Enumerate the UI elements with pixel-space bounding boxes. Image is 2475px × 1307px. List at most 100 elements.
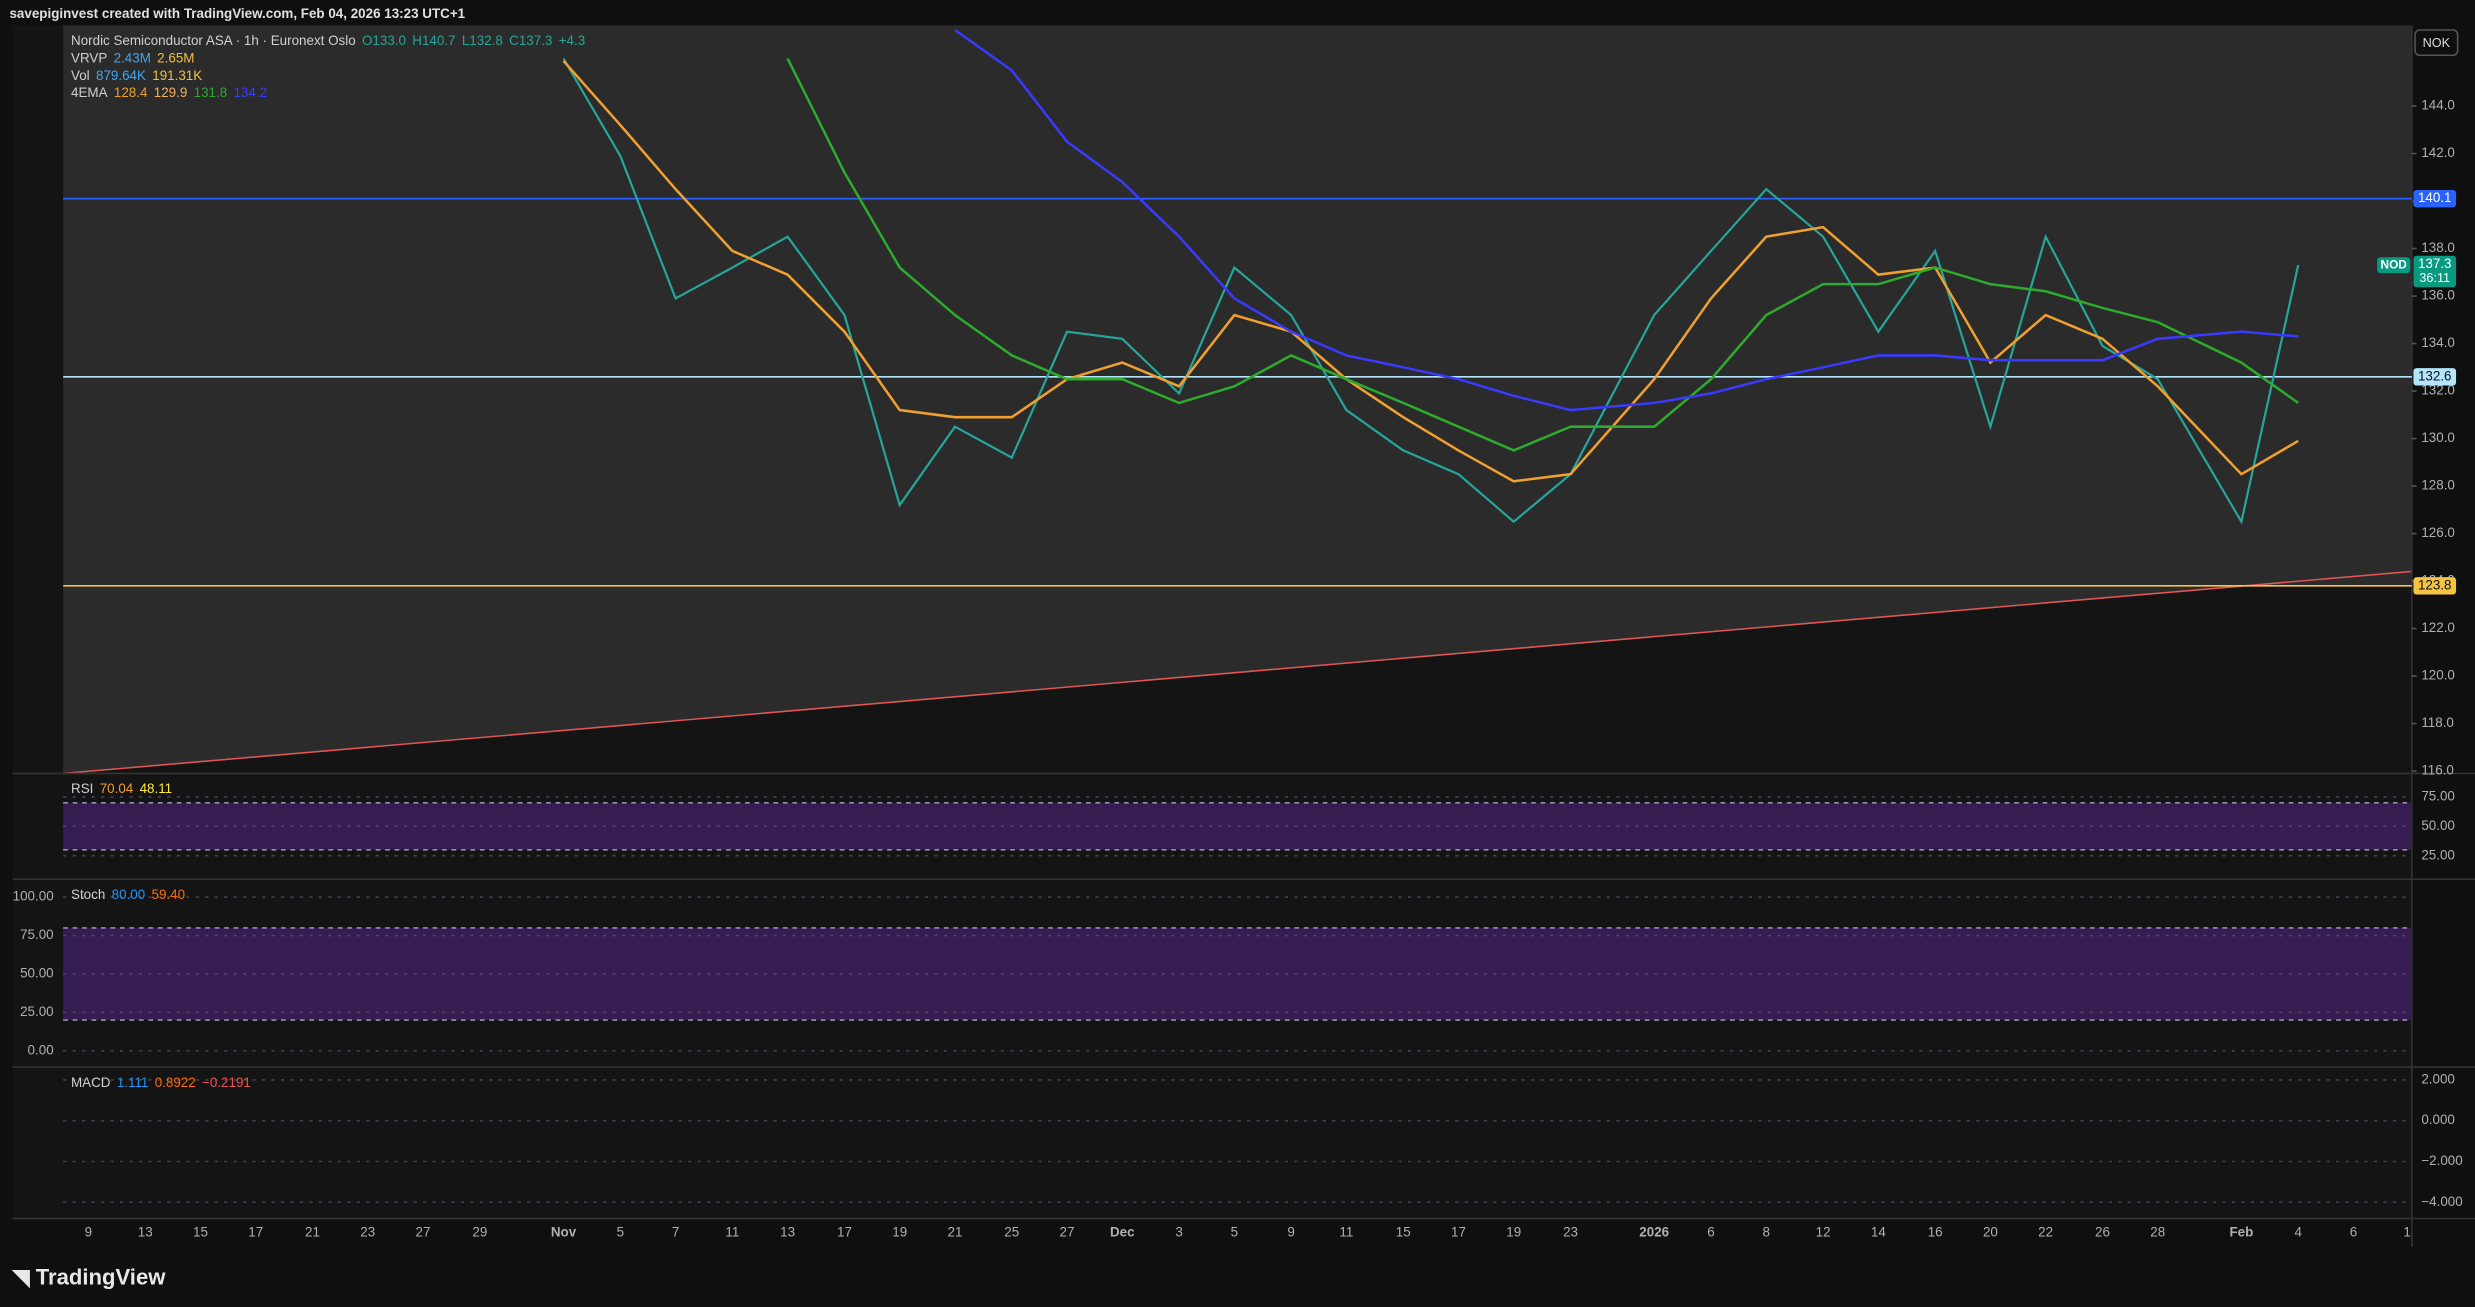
x-tick-label: 29 [472, 1224, 487, 1239]
x-tick-label: 11 [1339, 1224, 1353, 1239]
x-tick-label: 6 [1707, 1224, 1714, 1239]
y-tick-label: 130.0 [2421, 430, 2455, 445]
price-line [954, 29, 2299, 412]
countdown: 36:11 [2419, 271, 2450, 285]
x-tick-label: 21 [305, 1224, 320, 1239]
legend-value: 129.9 [154, 85, 188, 100]
legend-value: 131.8 [194, 85, 228, 100]
legend-value: 128.4 [114, 85, 148, 100]
indicator-tick-label: −2.000 [2421, 1153, 2462, 1168]
x-tick-label: 19 [892, 1224, 907, 1239]
header-text: savepiginvest created with TradingView.c… [9, 6, 465, 21]
y-tick-label: 132.0 [2421, 383, 2455, 398]
x-tick-label: 21 [947, 1224, 962, 1239]
y-tick-label: 128.0 [2421, 478, 2455, 493]
x-tick-label: Feb [2229, 1224, 2253, 1239]
x-tick-label: 8 [1763, 1224, 1770, 1239]
x-tick-label: 13 [780, 1224, 795, 1239]
x-tick-label: 5 [617, 1224, 624, 1239]
x-tick-label: 27 [1060, 1224, 1075, 1239]
indicator-reading: 70.04 [100, 781, 134, 796]
level-label: 132.6 [2418, 368, 2452, 383]
indicator-legend: Stoch 80.00 59.40 [71, 887, 185, 902]
y-tick-label: 126.0 [2421, 525, 2455, 540]
ohlc-value: C137.3 [509, 33, 552, 48]
legend-value: 2.65M [157, 50, 194, 65]
level-tag [2413, 368, 2457, 386]
x-tick-label: 16 [1928, 1224, 1943, 1239]
indicator-reading: 59.40 [152, 887, 186, 902]
indicator-reading: 0.8922 [155, 1074, 196, 1089]
y-tick-label: 136.0 [2421, 288, 2455, 303]
legend-value: 879.64K [96, 67, 146, 82]
symbol: Nordic Semiconductor ASA · 1h · Euronext… [71, 33, 356, 48]
indicator-tick-label: 75.00 [2421, 789, 2455, 804]
y-tick-label: 144.0 [2421, 98, 2455, 113]
x-tick-label: 17 [248, 1224, 263, 1239]
x-tick-label: 27 [416, 1224, 431, 1239]
ohlc-value: H140.7 [412, 33, 455, 48]
indicator-tick-label: 75.00 [20, 927, 54, 942]
y-tick-label: 120.0 [2421, 668, 2455, 683]
x-tick-label: 6 [2350, 1224, 2357, 1239]
indicator-reading: 80.00 [112, 887, 146, 902]
legend-row: VRVP 2.43M 2.65M [71, 50, 194, 65]
price-line [562, 57, 2300, 525]
x-tick-label: 14 [1871, 1224, 1886, 1239]
indicator-tick-label: 2.000 [2421, 1071, 2455, 1086]
indicator-tick-label: 0.00 [28, 1042, 54, 1057]
legend-label: Vol [71, 67, 90, 82]
indicator-name: RSI [71, 781, 93, 796]
x-tick-label: 26 [2095, 1224, 2110, 1239]
y-tick-label: 138.0 [2421, 240, 2455, 255]
y-tick-label: 122.0 [2421, 620, 2455, 635]
legend-value: 2.43M [114, 50, 151, 65]
ticker-label: NOD [2381, 257, 2408, 271]
level-label: 140.1 [2418, 190, 2452, 205]
x-tick-label: 15 [193, 1224, 208, 1239]
indicator-reading: 1.111 [117, 1074, 149, 1089]
indicator-legend: RSI 70.04 48.11 [71, 781, 172, 796]
legend-value: 134.2 [233, 85, 267, 100]
x-tick-label: 11 [725, 1224, 739, 1239]
last-price-tag [2413, 255, 2457, 288]
price-line [786, 57, 2299, 452]
legend-label: VRVP [71, 50, 107, 65]
level-tag [2413, 577, 2457, 595]
indicator-reading: −0.2191 [202, 1074, 251, 1089]
y-tick-label: 116.0 [2421, 763, 2454, 778]
x-tick-label: 9 [85, 1224, 92, 1239]
x-tick-label: 28 [2150, 1224, 2165, 1239]
x-tick-label: 17 [837, 1224, 852, 1239]
ticker-tag [2377, 257, 2411, 274]
y-tick-label: 118.0 [2421, 715, 2454, 730]
x-tick-label: Dec [1110, 1224, 1135, 1239]
y-tick-label: 142.0 [2421, 145, 2455, 160]
indicator-reading: 48.11 [140, 781, 173, 796]
x-tick-label: 25 [1004, 1224, 1019, 1239]
indicator-tick-label: 25.00 [2421, 847, 2455, 862]
x-tick-label: 23 [360, 1224, 375, 1239]
x-tick-label: 13 [138, 1224, 153, 1239]
x-tick-label: 4 [2294, 1224, 2302, 1239]
x-tick-label: 3 [1175, 1224, 1182, 1239]
x-tick-label: 22 [2038, 1224, 2053, 1239]
indicator-name: MACD [71, 1074, 111, 1089]
x-tick-label: 7 [672, 1224, 679, 1239]
x-tick-label: 17 [1451, 1224, 1466, 1239]
currency: NOK [2423, 36, 2451, 50]
indicator-tick-label: 100.00 [13, 889, 54, 904]
currency-box [2414, 29, 2459, 57]
price-line [562, 60, 2299, 483]
ohlc-value: L132.8 [462, 33, 503, 48]
last-price: 137.3 [2418, 256, 2452, 271]
x-tick-label: 2026 [1639, 1224, 1669, 1239]
indicator-name: Stoch [71, 887, 105, 902]
legend-label: 4EMA [71, 85, 108, 100]
x-tick-label: 19 [1506, 1224, 1521, 1239]
indicator-tick-label: 50.00 [2421, 818, 2455, 833]
indicator-tick-label: 50.00 [20, 966, 54, 981]
x-tick-label: 9 [1287, 1224, 1294, 1239]
